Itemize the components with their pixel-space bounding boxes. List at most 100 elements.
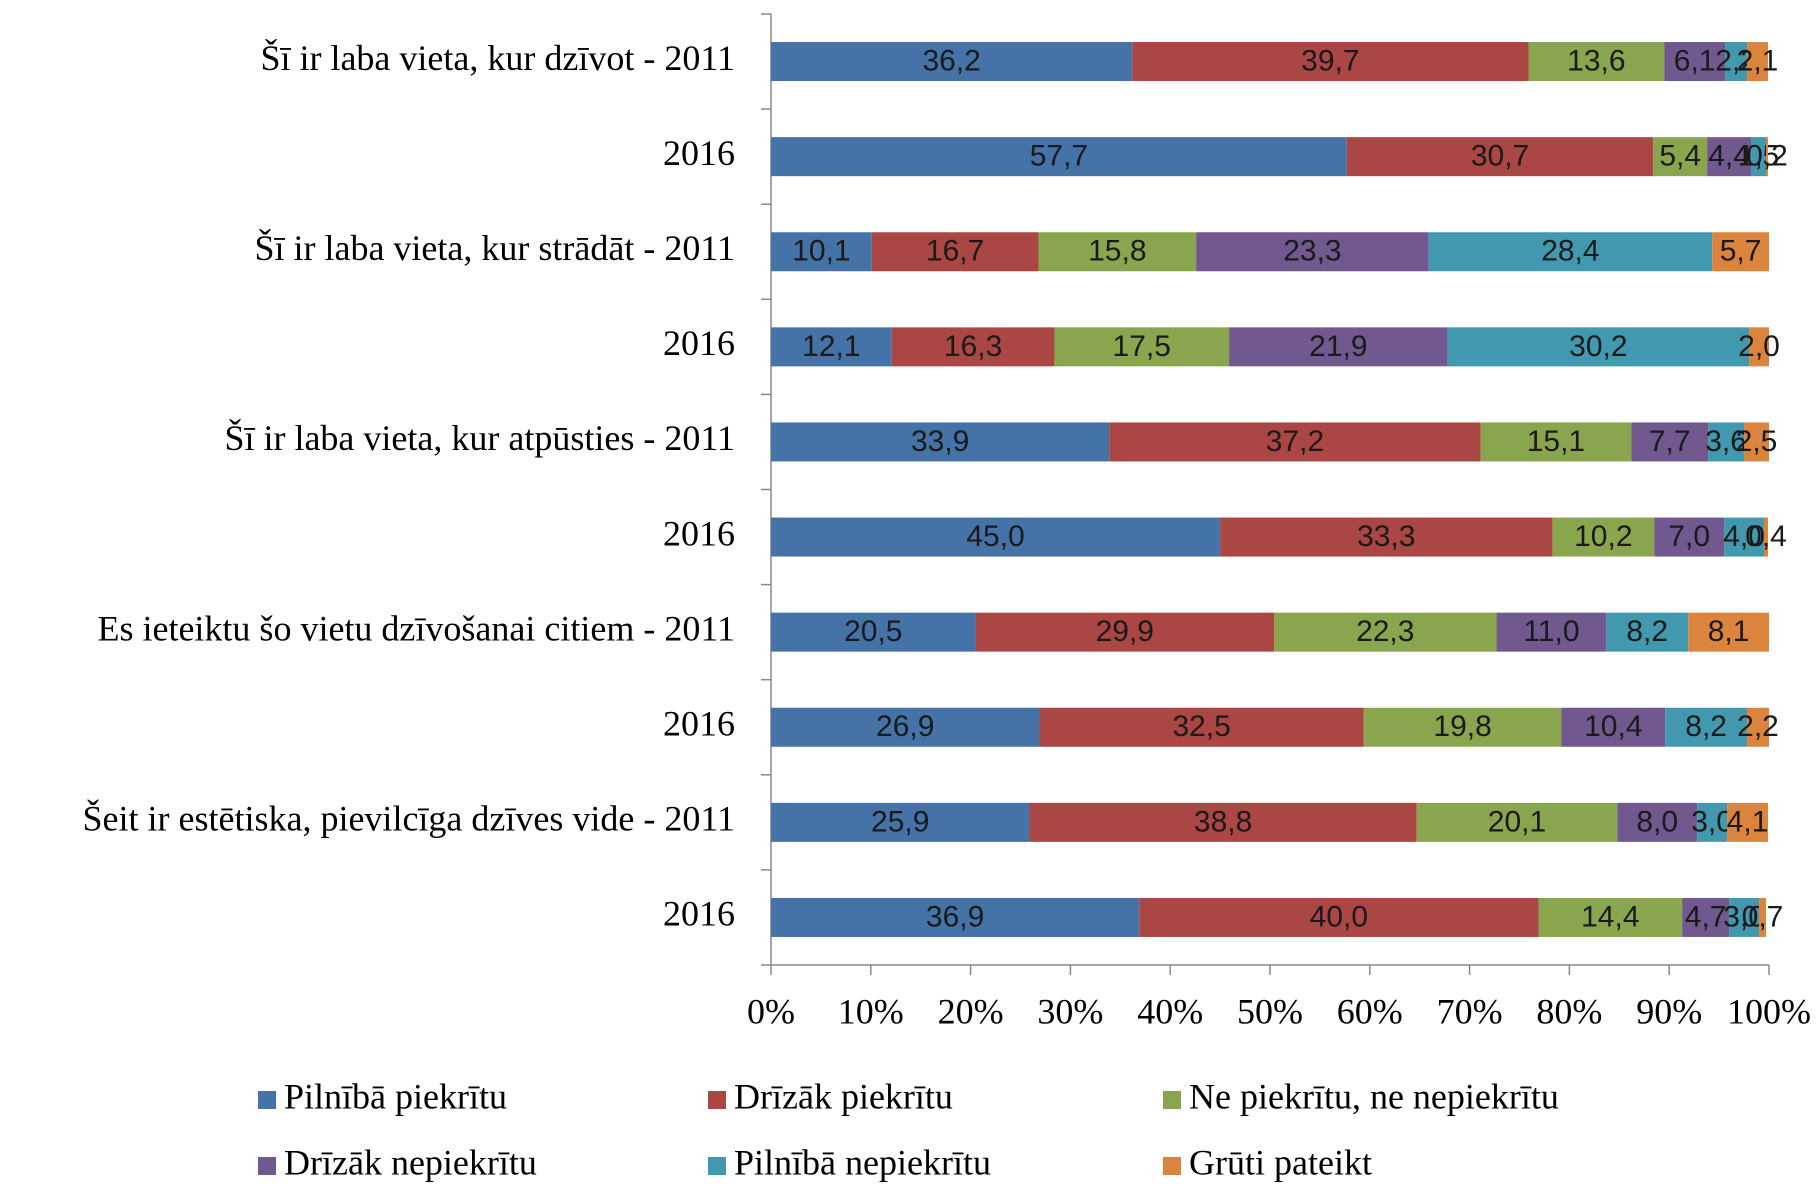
bar-segment xyxy=(1447,327,1750,367)
bar-segment xyxy=(871,232,1039,272)
y-tick-label: 2016 xyxy=(663,133,735,173)
data-label: 8,2 xyxy=(1685,710,1727,743)
bar-segment xyxy=(1538,897,1683,937)
data-label: 6,1 xyxy=(1674,44,1716,77)
x-tick-label: 0% xyxy=(747,991,795,1031)
bar-segment xyxy=(1480,422,1632,462)
data-label: 16,3 xyxy=(944,330,1002,363)
y-tick-label: Šeit ir estētiska, pievilcīga dzīves vid… xyxy=(83,799,736,839)
bar-segment xyxy=(1712,232,1769,272)
bar-segment xyxy=(891,327,1055,367)
data-label: 11,0 xyxy=(1523,615,1579,648)
bar-segment xyxy=(1617,802,1698,842)
bar-segment xyxy=(1528,42,1665,82)
bar-segment xyxy=(1606,612,1689,652)
data-label: 32,5 xyxy=(1172,710,1230,743)
data-label: 33,3 xyxy=(1357,520,1415,553)
bar-segment xyxy=(771,517,1221,557)
y-tick-label: Šī ir laba vieta, kur strādāt - 2011 xyxy=(254,228,735,268)
data-label: 3,0 xyxy=(1723,900,1765,933)
bar-segment xyxy=(1038,232,1197,272)
bar-segment xyxy=(1196,232,1429,272)
y-tick-label: Es ieteiktu šo vietu dzīvošanai citiem -… xyxy=(97,608,735,648)
bar-segment xyxy=(1552,517,1655,557)
data-label: 36,9 xyxy=(926,900,984,933)
legend-label: Drīzāk nepiekrītu xyxy=(284,1142,537,1182)
bar-segment xyxy=(1220,517,1553,557)
data-label: 0,7 xyxy=(1742,900,1784,933)
bar-segment xyxy=(771,327,892,367)
data-label: 30,7 xyxy=(1471,140,1529,173)
data-label: 19,8 xyxy=(1433,710,1491,743)
bar-segment xyxy=(1744,422,1769,462)
bar-segment xyxy=(1109,422,1481,462)
data-label: 22,3 xyxy=(1356,615,1414,648)
data-label: 37,2 xyxy=(1266,425,1324,458)
bar-segment xyxy=(771,422,1110,462)
legend-swatch xyxy=(708,1157,726,1175)
x-tick-label: 100% xyxy=(1727,991,1811,1031)
bar-segment xyxy=(1054,327,1230,367)
data-label: 3,0 xyxy=(1691,805,1733,838)
bar-segment xyxy=(1229,327,1448,367)
y-tick-label: 2016 xyxy=(663,704,735,744)
data-label: 7,7 xyxy=(1649,425,1691,458)
data-label: 15,1 xyxy=(1527,425,1585,458)
y-tick-label: 2016 xyxy=(663,894,735,934)
data-label: 17,5 xyxy=(1113,330,1171,363)
data-label: 2,1 xyxy=(1737,44,1779,77)
bar-segment xyxy=(1688,612,1769,652)
bar-segment xyxy=(1725,42,1748,82)
y-tick-label: 2016 xyxy=(663,513,735,553)
data-label: 45,0 xyxy=(966,520,1024,553)
bar-segment xyxy=(771,42,1133,82)
bar-segment xyxy=(1273,612,1497,652)
bar-segment xyxy=(1682,897,1730,937)
x-tick-label: 30% xyxy=(1037,991,1103,1031)
bar-segment xyxy=(1759,897,1767,937)
bar-segment xyxy=(1727,802,1769,842)
data-label: 36,2 xyxy=(922,44,980,77)
data-label: 2,0 xyxy=(1738,330,1780,363)
data-label: 38,8 xyxy=(1194,805,1252,838)
data-label: 26,9 xyxy=(876,710,934,743)
bar-segment xyxy=(1561,707,1666,747)
bar-segment xyxy=(771,707,1040,747)
data-label: 21,9 xyxy=(1309,330,1367,363)
data-label: 0,4 xyxy=(1745,520,1787,553)
y-tick-label: Šī ir laba vieta, kur dzīvot - 2011 xyxy=(260,38,735,78)
bar-segment xyxy=(1346,137,1654,177)
bar-segment xyxy=(1724,517,1765,557)
data-label: 0,2 xyxy=(1746,140,1788,173)
x-tick-label: 70% xyxy=(1437,991,1503,1031)
data-label: 25,9 xyxy=(871,805,929,838)
legend-swatch xyxy=(708,1091,726,1109)
legend-swatch xyxy=(258,1157,276,1175)
data-label: 5,4 xyxy=(1659,140,1701,173)
data-label: 14,4 xyxy=(1581,900,1639,933)
bar-segment xyxy=(771,137,1347,177)
data-label: 12,1 xyxy=(802,330,860,363)
legend-swatch xyxy=(1163,1091,1181,1109)
data-label: 30,2 xyxy=(1569,330,1627,363)
bar-segment xyxy=(1664,42,1726,82)
bar-segment xyxy=(771,612,976,652)
data-label: 39,7 xyxy=(1301,44,1359,77)
data-label: 1,5 xyxy=(1738,140,1780,173)
bar-segment xyxy=(1665,707,1748,747)
x-tick-label: 60% xyxy=(1337,991,1403,1031)
data-label: 8,1 xyxy=(1708,615,1750,648)
legend-label: Grūti pateikt xyxy=(1189,1142,1372,1182)
legend-label: Pilnībā nepiekrītu xyxy=(734,1142,991,1182)
x-tick-label: 80% xyxy=(1536,991,1602,1031)
bar-segment xyxy=(771,802,1030,842)
data-label: 33,9 xyxy=(911,425,969,458)
legend-label: Ne piekrītu, ne nepiekrītu xyxy=(1189,1076,1559,1116)
bar-segment xyxy=(1747,707,1769,747)
data-label: 10,2 xyxy=(1574,520,1632,553)
bar-segment xyxy=(1729,897,1760,937)
bar-segment xyxy=(1496,612,1607,652)
bar-segment xyxy=(1363,707,1562,747)
bar-segment xyxy=(771,232,872,272)
